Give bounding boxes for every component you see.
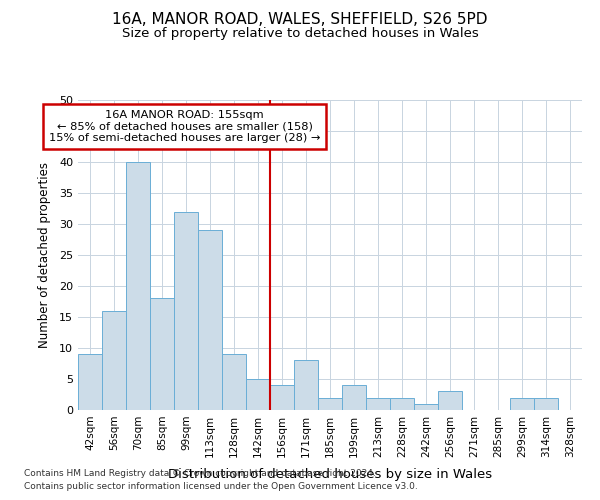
X-axis label: Distribution of detached houses by size in Wales: Distribution of detached houses by size … xyxy=(168,468,492,481)
Bar xyxy=(102,311,126,410)
Text: Contains public sector information licensed under the Open Government Licence v3: Contains public sector information licen… xyxy=(24,482,418,491)
Bar xyxy=(318,398,342,410)
Bar xyxy=(390,398,414,410)
Bar xyxy=(198,230,222,410)
Text: Contains HM Land Registry data © Crown copyright and database right 2024.: Contains HM Land Registry data © Crown c… xyxy=(24,468,376,477)
Bar xyxy=(270,385,294,410)
Y-axis label: Number of detached properties: Number of detached properties xyxy=(38,162,50,348)
Bar xyxy=(150,298,174,410)
Bar xyxy=(510,398,534,410)
Bar xyxy=(126,162,150,410)
Bar xyxy=(246,379,270,410)
Bar xyxy=(342,385,366,410)
Bar xyxy=(534,398,558,410)
Bar xyxy=(366,398,390,410)
Bar xyxy=(414,404,438,410)
Bar xyxy=(78,354,102,410)
Bar xyxy=(438,392,462,410)
Bar xyxy=(174,212,198,410)
Text: 16A, MANOR ROAD, WALES, SHEFFIELD, S26 5PD: 16A, MANOR ROAD, WALES, SHEFFIELD, S26 5… xyxy=(112,12,488,28)
Bar xyxy=(222,354,246,410)
Bar xyxy=(294,360,318,410)
Text: 16A MANOR ROAD: 155sqm
← 85% of detached houses are smaller (158)
15% of semi-de: 16A MANOR ROAD: 155sqm ← 85% of detached… xyxy=(49,110,320,143)
Text: Size of property relative to detached houses in Wales: Size of property relative to detached ho… xyxy=(122,28,478,40)
